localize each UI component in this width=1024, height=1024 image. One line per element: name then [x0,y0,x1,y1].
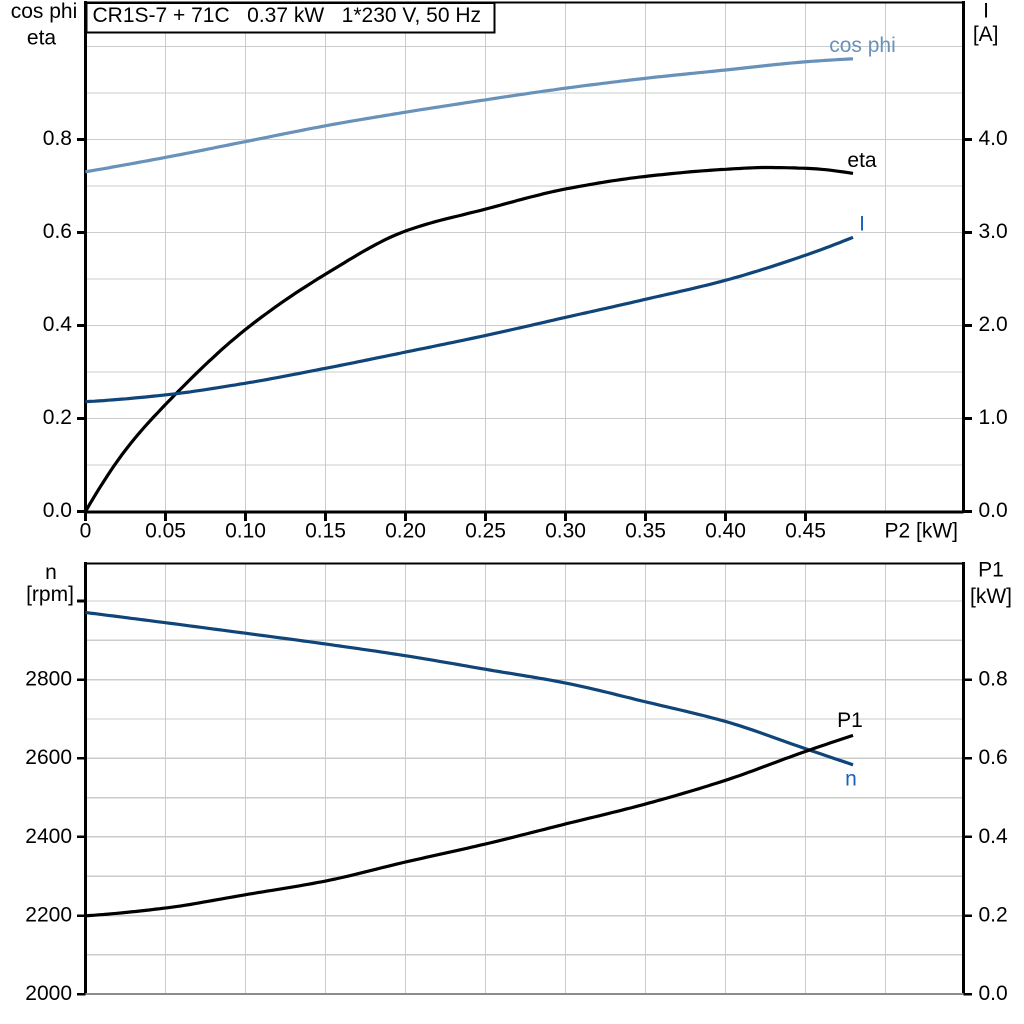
svg-text:0.2: 0.2 [43,406,72,429]
svg-text:0.30: 0.30 [545,520,586,543]
svg-text:I: I [859,213,865,236]
svg-text:2200: 2200 [25,904,72,927]
svg-text:2.0: 2.0 [979,313,1008,336]
svg-text:2400: 2400 [25,825,72,848]
svg-text:P1: P1 [978,559,1004,582]
svg-text:CR1S-7 + 71C 0.37 kW 1*230: CR1S-7 + 71C 0.37 kW 1*230 V, 50 Hz [93,4,482,27]
svg-text:[A]: [A] [973,23,999,46]
svg-text:0.0: 0.0 [979,982,1008,1005]
svg-text:[rpm]: [rpm] [26,583,74,606]
svg-text:2800: 2800 [25,668,72,691]
svg-text:0.4: 0.4 [43,313,73,336]
svg-text:[kW]: [kW] [970,585,1012,608]
svg-text:0.8: 0.8 [43,127,72,150]
svg-text:3.0: 3.0 [979,220,1008,243]
svg-text:n: n [45,561,57,584]
svg-text:0.6: 0.6 [979,746,1008,769]
svg-text:0.05: 0.05 [145,520,186,543]
svg-text:4.0: 4.0 [979,127,1008,150]
svg-text:eta: eta [27,26,57,49]
svg-text:cos phi: cos phi [11,0,78,23]
svg-text:0.10: 0.10 [225,520,266,543]
svg-text:eta: eta [847,149,877,172]
svg-text:0.0: 0.0 [979,499,1008,522]
svg-text:2600: 2600 [25,746,72,769]
svg-text:0.6: 0.6 [43,220,72,243]
svg-text:0.40: 0.40 [705,520,746,543]
svg-text:0.4: 0.4 [979,825,1009,848]
svg-text:0.25: 0.25 [465,520,506,543]
svg-text:P1: P1 [837,709,863,732]
svg-text:0.35: 0.35 [625,520,666,543]
svg-text:0.0: 0.0 [43,499,72,522]
svg-text:I: I [983,0,989,23]
svg-text:cos phi: cos phi [829,34,896,57]
svg-text:0.2: 0.2 [979,904,1008,927]
svg-text:P2 [kW]: P2 [kW] [884,520,958,543]
svg-text:0: 0 [80,520,92,543]
svg-text:0.8: 0.8 [979,668,1008,691]
svg-text:2000: 2000 [25,982,72,1005]
svg-text:0.20: 0.20 [385,520,426,543]
svg-text:1.0: 1.0 [979,406,1008,429]
svg-text:0.45: 0.45 [785,520,826,543]
svg-text:n: n [845,767,857,790]
svg-text:0.15: 0.15 [305,520,346,543]
